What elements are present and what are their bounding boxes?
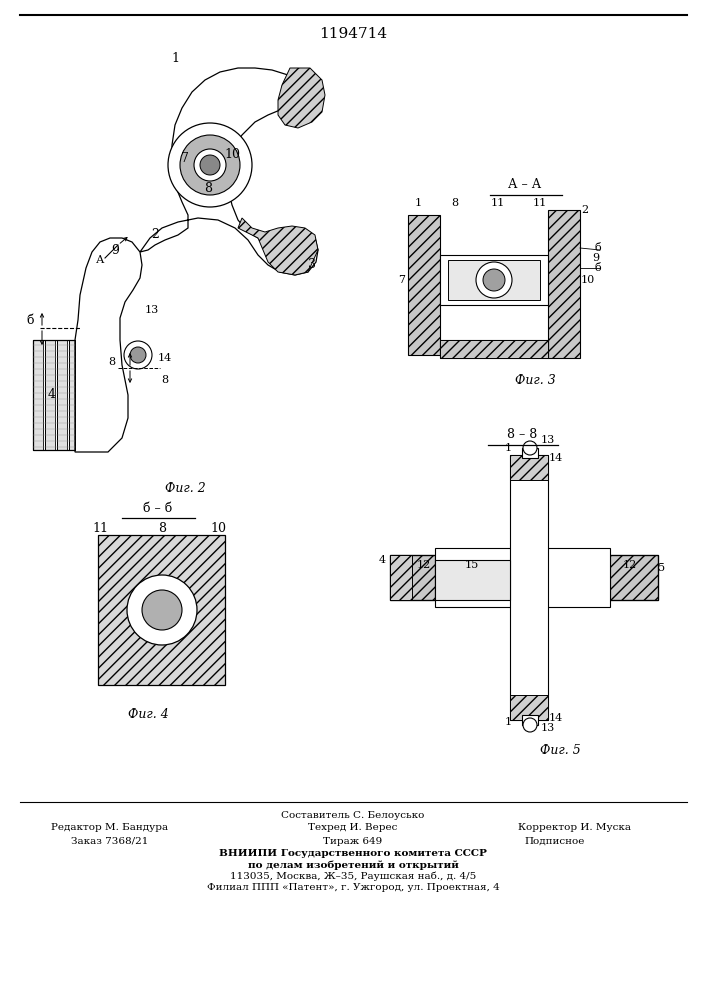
Text: 8: 8 bbox=[204, 182, 212, 194]
Circle shape bbox=[124, 341, 152, 369]
Text: б – б: б – б bbox=[144, 502, 173, 514]
Circle shape bbox=[127, 575, 197, 645]
Circle shape bbox=[523, 718, 537, 732]
Text: 4: 4 bbox=[48, 388, 56, 401]
Text: 9: 9 bbox=[592, 253, 600, 263]
Polygon shape bbox=[448, 260, 540, 300]
Circle shape bbox=[142, 590, 182, 630]
Text: А: А bbox=[96, 255, 104, 265]
Polygon shape bbox=[45, 340, 55, 450]
Text: 8 – 8: 8 – 8 bbox=[507, 428, 537, 442]
Text: Филиал ППП «Патент», г. Ужгород, ул. Проектная, 4: Филиал ППП «Патент», г. Ужгород, ул. Про… bbox=[206, 882, 499, 892]
Text: Фиг. 4: Фиг. 4 bbox=[128, 708, 168, 722]
Text: 10: 10 bbox=[210, 522, 226, 534]
Polygon shape bbox=[278, 68, 325, 128]
Text: Подписное: Подписное bbox=[525, 836, 585, 846]
Circle shape bbox=[200, 155, 220, 175]
Polygon shape bbox=[522, 715, 538, 725]
Text: Фиг. 3: Фиг. 3 bbox=[515, 373, 556, 386]
Text: 13: 13 bbox=[541, 723, 555, 733]
Text: Тираж 649: Тираж 649 bbox=[323, 836, 382, 846]
Polygon shape bbox=[69, 340, 79, 450]
Text: 1: 1 bbox=[171, 51, 179, 64]
Text: Техред И. Верес: Техред И. Верес bbox=[308, 824, 397, 832]
Text: 1194714: 1194714 bbox=[319, 27, 387, 41]
Text: Редактор М. Бандура: Редактор М. Бандура bbox=[52, 824, 168, 832]
Polygon shape bbox=[390, 555, 412, 600]
Text: 8: 8 bbox=[161, 375, 168, 385]
Circle shape bbox=[168, 123, 252, 207]
Text: Фиг. 5: Фиг. 5 bbox=[539, 744, 580, 756]
Text: Заказ 7368/21: Заказ 7368/21 bbox=[71, 836, 148, 846]
Polygon shape bbox=[33, 340, 43, 450]
Text: 1: 1 bbox=[414, 198, 421, 208]
Text: б: б bbox=[595, 263, 602, 273]
Text: 15: 15 bbox=[465, 560, 479, 570]
Text: 13: 13 bbox=[145, 305, 159, 315]
Circle shape bbox=[194, 149, 226, 181]
Text: 5: 5 bbox=[658, 563, 665, 573]
Text: 4: 4 bbox=[378, 555, 385, 565]
Circle shape bbox=[523, 441, 537, 455]
Circle shape bbox=[130, 347, 146, 363]
Text: 13: 13 bbox=[541, 435, 555, 445]
Text: 14: 14 bbox=[549, 713, 563, 723]
Text: 11: 11 bbox=[533, 198, 547, 208]
Polygon shape bbox=[610, 555, 658, 600]
Text: Фиг. 2: Фиг. 2 bbox=[165, 482, 205, 494]
Text: 2: 2 bbox=[151, 229, 159, 241]
Text: 113035, Москва, Ж–35, Раушская наб., д. 4/5: 113035, Москва, Ж–35, Раушская наб., д. … bbox=[230, 871, 476, 881]
Polygon shape bbox=[238, 218, 318, 275]
Text: 1: 1 bbox=[504, 717, 512, 727]
Text: 12: 12 bbox=[417, 560, 431, 570]
Text: 14: 14 bbox=[158, 353, 172, 363]
Polygon shape bbox=[510, 455, 548, 480]
Text: 10: 10 bbox=[224, 148, 240, 161]
Text: 9: 9 bbox=[111, 243, 119, 256]
Circle shape bbox=[476, 262, 512, 298]
Text: 12: 12 bbox=[623, 560, 637, 570]
Text: по делам изобретений и открытий: по делам изобретений и открытий bbox=[247, 860, 458, 870]
Polygon shape bbox=[435, 560, 510, 600]
Text: 10: 10 bbox=[581, 275, 595, 285]
Text: ВНИИПИ Государственного комитета СССР: ВНИИПИ Государственного комитета СССР bbox=[219, 850, 487, 858]
Circle shape bbox=[180, 135, 240, 195]
Text: 1: 1 bbox=[504, 443, 512, 453]
Polygon shape bbox=[57, 340, 67, 450]
Polygon shape bbox=[548, 210, 580, 358]
Circle shape bbox=[483, 269, 505, 291]
Text: 8: 8 bbox=[158, 522, 166, 534]
Text: Корректор И. Муска: Корректор И. Муска bbox=[518, 824, 631, 832]
Polygon shape bbox=[510, 455, 548, 720]
Polygon shape bbox=[435, 548, 610, 607]
Polygon shape bbox=[75, 238, 142, 452]
Text: 8: 8 bbox=[452, 198, 459, 208]
Polygon shape bbox=[98, 535, 225, 685]
Polygon shape bbox=[510, 695, 548, 720]
Text: 7: 7 bbox=[181, 151, 189, 164]
Polygon shape bbox=[440, 255, 548, 305]
Polygon shape bbox=[390, 555, 435, 600]
Text: 14: 14 bbox=[549, 453, 563, 463]
Polygon shape bbox=[522, 448, 538, 458]
Text: 8: 8 bbox=[108, 357, 115, 367]
Polygon shape bbox=[440, 340, 548, 358]
Text: 3: 3 bbox=[308, 258, 316, 271]
Polygon shape bbox=[140, 68, 318, 275]
Text: 11: 11 bbox=[92, 522, 108, 534]
Polygon shape bbox=[408, 215, 440, 355]
Text: 7: 7 bbox=[399, 275, 406, 285]
Text: А – А: А – А bbox=[508, 178, 542, 192]
Text: б: б bbox=[595, 243, 602, 253]
Text: 11: 11 bbox=[491, 198, 505, 208]
Text: 2: 2 bbox=[581, 205, 588, 215]
Polygon shape bbox=[440, 340, 548, 358]
Text: Составитель С. Белоусько: Составитель С. Белоусько bbox=[281, 810, 425, 820]
Text: б: б bbox=[26, 314, 34, 326]
